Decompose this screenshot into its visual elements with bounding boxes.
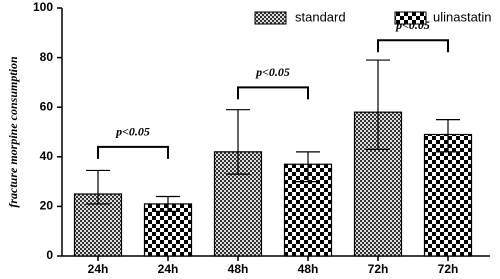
legend-swatch (394, 11, 427, 25)
significance-label: p<0.05 (255, 65, 290, 79)
y-tick-label: 20 (40, 199, 54, 213)
bar (73, 193, 123, 257)
y-axis-title: fracture morpine consumption (6, 56, 20, 208)
significance-bracket (237, 86, 309, 100)
legend-label: standard (295, 9, 346, 24)
legend-swatch (254, 11, 287, 25)
significance-bracket (97, 145, 169, 159)
significance-label: p<0.05 (115, 125, 150, 139)
bar (143, 203, 193, 257)
x-tick-label: 72h (368, 262, 389, 276)
x-tick-label: 24h (158, 262, 179, 276)
y-tick-label: 60 (40, 99, 54, 113)
bar (423, 133, 473, 257)
x-tick-label: 72h (438, 262, 459, 276)
y-tick-label: 80 (40, 50, 54, 64)
significance-bracket (377, 39, 449, 53)
legend-label: ulinastatin (433, 9, 492, 24)
x-tick-label: 48h (298, 262, 319, 276)
x-tick-label: 24h (88, 262, 109, 276)
y-tick-label: 40 (40, 149, 54, 163)
x-tick-label: 48h (228, 262, 249, 276)
y-tick-label: 0 (46, 248, 53, 262)
y-tick-label: 100 (33, 0, 53, 14)
